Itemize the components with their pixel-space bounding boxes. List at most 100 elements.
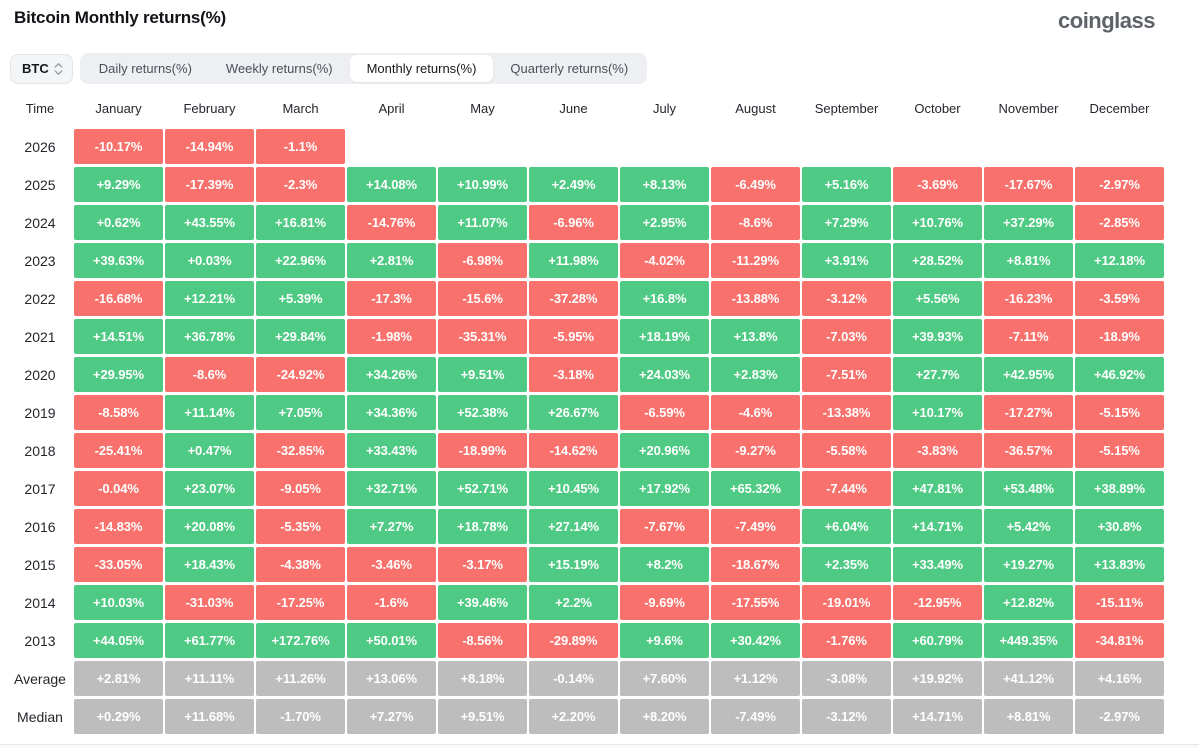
return-cell: -3.12% — [802, 281, 891, 316]
return-cell: +2.81% — [74, 661, 163, 696]
return-cell: +28.52% — [893, 243, 982, 278]
return-cell: -34.81% — [1075, 623, 1164, 658]
return-cell: -4.38% — [256, 547, 345, 582]
return-cell: +47.81% — [893, 471, 982, 506]
tab-weekly-returns[interactable]: Weekly returns(%) — [225, 61, 333, 76]
row-label: 2013 — [24, 632, 56, 649]
return-cell: -3.59% — [1075, 281, 1164, 316]
return-cell: +449.35% — [984, 623, 1073, 658]
return-cell: -3.18% — [529, 357, 618, 392]
return-cell: +0.03% — [165, 243, 254, 278]
return-cell: +12.21% — [165, 281, 254, 316]
return-cell: +5.16% — [802, 167, 891, 202]
column-header-march: March — [282, 101, 319, 116]
return-cell: +4.16% — [1075, 661, 1164, 696]
return-cell: +52.71% — [438, 471, 527, 506]
return-cell: +8.81% — [984, 243, 1073, 278]
return-cell: +44.05% — [74, 623, 163, 658]
return-cell: +41.12% — [984, 661, 1073, 696]
return-cell: +2.95% — [620, 205, 709, 240]
return-cell: -24.92% — [256, 357, 345, 392]
empty-cell — [620, 129, 709, 164]
return-cell: -0.14% — [529, 661, 618, 696]
return-cell: +34.36% — [347, 395, 436, 430]
return-cell: -1.1% — [256, 129, 345, 164]
table-row: 2018 -25.41% +0.47% -32.85% +33.43% -18.99% -1… — [8, 433, 1164, 468]
return-cell: +13.8% — [711, 319, 800, 354]
return-cell: -2.97% — [1075, 167, 1164, 202]
return-cell: +11.98% — [529, 243, 618, 278]
table-row: 2013 +44.05% +61.77% +172.76% +50.01% -8.56% -… — [8, 623, 1164, 658]
column-header-october: October — [914, 101, 961, 116]
return-cell: -8.6% — [165, 357, 254, 392]
return-cell: +5.56% — [893, 281, 982, 316]
return-cell: +17.92% — [620, 471, 709, 506]
row-label: 2015 — [24, 556, 56, 573]
table-row: 2024 +0.62% +43.55% +16.81% -14.76% +11.07% -6… — [8, 205, 1164, 240]
return-cell: +10.99% — [438, 167, 527, 202]
return-cell: -8.56% — [438, 623, 527, 658]
return-cell: -36.57% — [984, 433, 1073, 468]
return-cell: -13.88% — [711, 281, 800, 316]
return-cell: -7.49% — [711, 699, 800, 734]
empty-cell — [893, 129, 982, 164]
row-label: 2023 — [24, 252, 56, 269]
column-header-november: November — [998, 101, 1059, 116]
tab-daily-returns[interactable]: Daily returns(%) — [98, 61, 192, 76]
row-label: 2014 — [24, 594, 56, 611]
return-cell: -10.17% — [74, 129, 163, 164]
return-cell: +9.6% — [620, 623, 709, 658]
return-cell: -32.85% — [256, 433, 345, 468]
return-cell: +2.2% — [529, 585, 618, 620]
return-cell: -4.6% — [711, 395, 800, 430]
tab-monthly-returns[interactable]: Monthly returns(%) — [349, 55, 494, 82]
return-cell: -1.98% — [347, 319, 436, 354]
return-cell: +2.35% — [802, 547, 891, 582]
column-header-january: January — [95, 101, 142, 116]
return-cell: +7.27% — [347, 699, 436, 734]
return-cell: +2.20% — [529, 699, 618, 734]
return-cell: +8.13% — [620, 167, 709, 202]
return-cell: +30.42% — [711, 623, 800, 658]
return-cell: -3.17% — [438, 547, 527, 582]
return-cell: -8.6% — [711, 205, 800, 240]
return-cell: +2.81% — [347, 243, 436, 278]
return-cell: -4.02% — [620, 243, 709, 278]
return-cell: -3.46% — [347, 547, 436, 582]
return-cell: -12.95% — [893, 585, 982, 620]
return-cell: -1.6% — [347, 585, 436, 620]
return-cell: -25.41% — [74, 433, 163, 468]
return-cell: +39.93% — [893, 319, 982, 354]
return-cell: +2.49% — [529, 167, 618, 202]
return-cell: -14.94% — [165, 129, 254, 164]
return-cell: +9.51% — [438, 699, 527, 734]
return-cell: +18.43% — [165, 547, 254, 582]
coin-select[interactable]: BTC — [10, 53, 73, 84]
return-cell: -14.76% — [347, 205, 436, 240]
tab-quarterly-returns[interactable]: Quarterly returns(%) — [510, 61, 629, 76]
return-cell: +27.7% — [893, 357, 982, 392]
return-cell: +23.07% — [165, 471, 254, 506]
return-cell: -7.11% — [984, 319, 1073, 354]
return-cell: +16.8% — [620, 281, 709, 316]
return-cell: -7.44% — [802, 471, 891, 506]
return-cell: +38.89% — [1075, 471, 1164, 506]
return-cell: -33.05% — [74, 547, 163, 582]
return-cell: +0.62% — [74, 205, 163, 240]
return-cell: +11.07% — [438, 205, 527, 240]
return-cell: -6.98% — [438, 243, 527, 278]
return-cell: +18.78% — [438, 509, 527, 544]
return-cell: -13.38% — [802, 395, 891, 430]
return-cell: -5.15% — [1075, 433, 1164, 468]
return-cell: +19.92% — [893, 661, 982, 696]
return-cell: +29.95% — [74, 357, 163, 392]
table-body: 2026 -10.17% -14.94% -1.1% 2025 +9.29% -17.39%… — [8, 129, 1164, 734]
return-cell: -7.51% — [802, 357, 891, 392]
table-row: 2015 -33.05% +18.43% -4.38% -3.46% -3.17% +15.… — [8, 547, 1164, 582]
column-header-june: June — [559, 101, 588, 116]
row-label: 2019 — [24, 404, 56, 421]
coinglass-logo: coinglass — [1058, 8, 1155, 33]
return-cell: -14.62% — [529, 433, 618, 468]
table-row: 2017 -0.04% +23.07% -9.05% +32.71% +52.71% +10… — [8, 471, 1164, 506]
return-cell: -14.83% — [74, 509, 163, 544]
